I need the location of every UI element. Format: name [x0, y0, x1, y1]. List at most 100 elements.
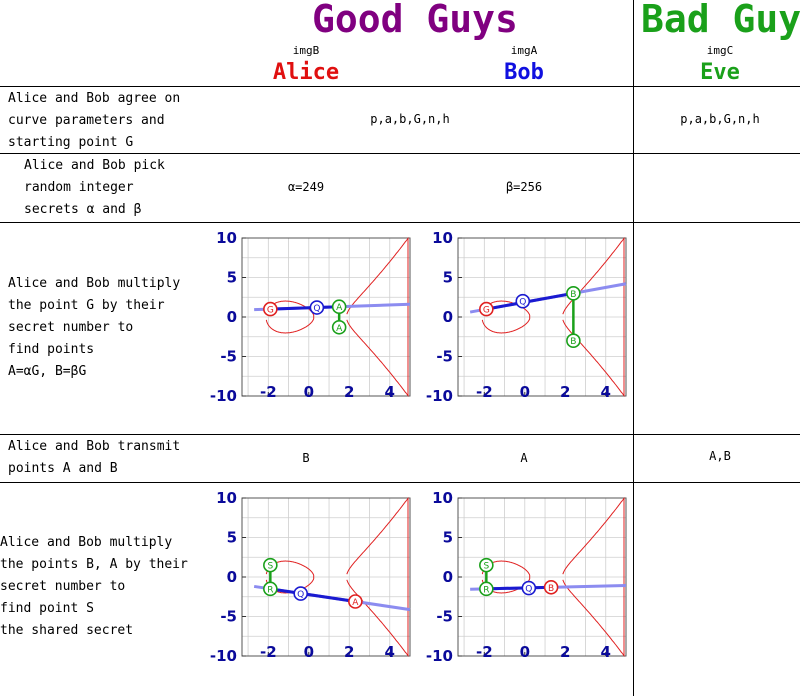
point-label: G	[267, 306, 274, 316]
point-label: Q	[297, 590, 304, 600]
x-tick-label: 0	[520, 383, 530, 401]
y-tick-label: -5	[436, 348, 453, 366]
y-tick-label: -5	[220, 608, 237, 626]
transmit-label: Alice and Bob transmit points A and B	[8, 439, 181, 476]
y-tick-label: 0	[443, 308, 453, 326]
point-marker	[479, 581, 494, 597]
row-divider-1	[0, 153, 800, 154]
curve-line	[265, 560, 315, 594]
y-tick-label: 5	[443, 269, 453, 287]
bob-img-label: imgA	[510, 44, 538, 57]
x-tick-label: 0	[304, 383, 314, 401]
bob-transmit-value: A	[520, 451, 528, 465]
curve-line	[481, 300, 531, 334]
row-divider-2	[0, 222, 800, 223]
point-label: S	[483, 562, 489, 572]
eve-img-label: imgC	[706, 44, 734, 57]
agree-shared-value: p,a,b,G,n,h	[370, 112, 450, 126]
pick-label: Alice and Bob pick random integer secret…	[24, 158, 165, 217]
y-tick-label: 10	[432, 229, 453, 247]
alice-multiply-plot: G Q A A -2 0 2 4 10 5 0 -5 -10	[210, 229, 411, 405]
point-marker	[543, 579, 559, 595]
point-marker	[515, 293, 531, 309]
y-tick-label: 0	[227, 308, 237, 326]
good-bad-divider	[633, 0, 634, 696]
segment-line	[270, 587, 356, 603]
point-marker	[479, 301, 494, 317]
curve-line	[346, 496, 409, 658]
x-tick-label: -2	[476, 383, 493, 401]
shared-label: Alice and Bob multiply the points B, A b…	[0, 535, 188, 638]
x-tick-label: 4	[601, 383, 611, 401]
x-tick-label: 0	[520, 643, 530, 661]
curve-line	[562, 236, 625, 398]
curve-line	[562, 496, 625, 658]
point-marker	[331, 299, 347, 315]
segment-line	[486, 585, 552, 591]
bob-secret: β=256	[505, 180, 543, 194]
point-label: R	[267, 585, 273, 595]
point-label: B	[570, 290, 576, 300]
agree-eve-value: p,a,b,G,n,h	[680, 112, 760, 126]
point-label: G	[483, 306, 490, 316]
point-label: S	[267, 562, 273, 572]
point-marker	[566, 286, 581, 301]
point-label: B	[570, 337, 576, 347]
y-tick-label: 5	[227, 529, 237, 547]
point-marker	[479, 557, 494, 573]
point-label: B	[548, 584, 554, 594]
y-tick-label: 5	[227, 269, 237, 287]
point-label: R	[483, 585, 489, 595]
point-label: A	[336, 303, 343, 313]
bad-guy-title: Bad Guy	[641, 0, 800, 41]
point-marker	[293, 586, 308, 601]
x-tick-label: 0	[304, 643, 314, 661]
y-tick-label: 0	[443, 568, 453, 586]
row-divider-3	[0, 434, 800, 435]
point-label: Q	[519, 298, 526, 308]
multiply-label: Alice and Bob multiply the point G by th…	[8, 276, 181, 379]
y-tick-label: -10	[426, 387, 453, 405]
y-tick-label: -10	[210, 387, 237, 405]
curve-line	[265, 300, 315, 334]
y-tick-label: 10	[216, 229, 237, 247]
point-marker	[521, 580, 537, 596]
row-divider-4	[0, 482, 800, 483]
alice-secret: α=249	[287, 180, 325, 194]
x-tick-label: -2	[260, 383, 277, 401]
bob-multiply-plot: G Q B B -2 0 2 4 10 5 0 -5 -10	[426, 229, 627, 405]
point-marker	[263, 557, 278, 573]
curve-line	[481, 560, 531, 594]
curve-line	[346, 236, 409, 398]
point-marker	[566, 333, 581, 348]
point-marker	[263, 581, 278, 597]
point-marker	[263, 301, 278, 317]
y-tick-label: 5	[443, 529, 453, 547]
bob-name: Bob	[504, 60, 544, 85]
point-label: Q	[313, 304, 320, 314]
segment-line	[270, 305, 340, 311]
agree-label: Alice and Bob agree on curve parameters …	[8, 91, 181, 150]
point-label: A	[336, 324, 343, 334]
y-tick-label: 10	[432, 489, 453, 507]
x-tick-label: 2	[560, 383, 570, 401]
point-marker	[331, 319, 347, 335]
x-tick-label: 4	[385, 643, 395, 661]
x-tick-label: 2	[344, 383, 354, 401]
point-label: A	[352, 598, 359, 608]
y-tick-label: -5	[220, 348, 237, 366]
y-tick-label: -10	[426, 647, 453, 665]
alice-shared-plot: S R Q A -2 0 2 4 10 5 0 -5 -10	[210, 489, 411, 665]
y-tick-label: 0	[227, 568, 237, 586]
x-tick-label: 2	[560, 643, 570, 661]
good-guys-title: Good Guys	[312, 0, 518, 41]
alice-transmit-value: B	[302, 451, 310, 465]
eve-name: Eve	[700, 60, 740, 85]
eve-transmit-value: A,B	[709, 449, 731, 463]
bob-shared-plot: S R Q B -2 0 2 4 10 5 0 -5 -10	[426, 489, 627, 665]
x-tick-label: 4	[601, 643, 611, 661]
y-tick-label: 10	[216, 489, 237, 507]
point-label: Q	[525, 585, 532, 595]
point-marker	[309, 300, 325, 315]
x-tick-label: -2	[260, 643, 277, 661]
